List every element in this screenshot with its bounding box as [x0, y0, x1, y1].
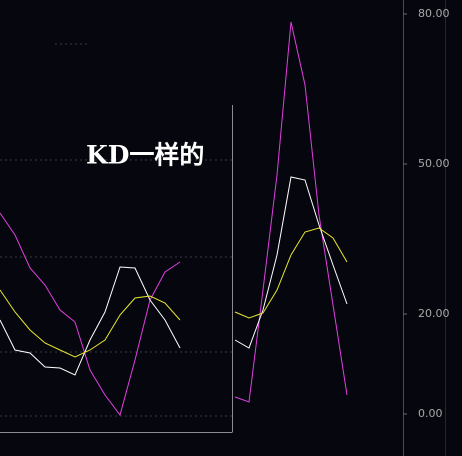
y-tick-label: 80.00: [418, 7, 450, 20]
annotation: KD一样的: [86, 141, 204, 170]
line: [234, 176, 348, 349]
line: [234, 227, 348, 319]
inset-grid: [0, 159, 232, 417]
line: [234, 21, 348, 403]
main-chart: 80.00 50.00 20.00 0.00: [234, 7, 450, 420]
line: [0, 289, 181, 358]
y-tick-label: 0.00: [418, 407, 443, 420]
y-tick-label: 50.00: [418, 157, 450, 170]
line: [0, 266, 181, 376]
y-tick-label: 20.00: [418, 307, 450, 320]
inset-chart: [0, 212, 181, 417]
